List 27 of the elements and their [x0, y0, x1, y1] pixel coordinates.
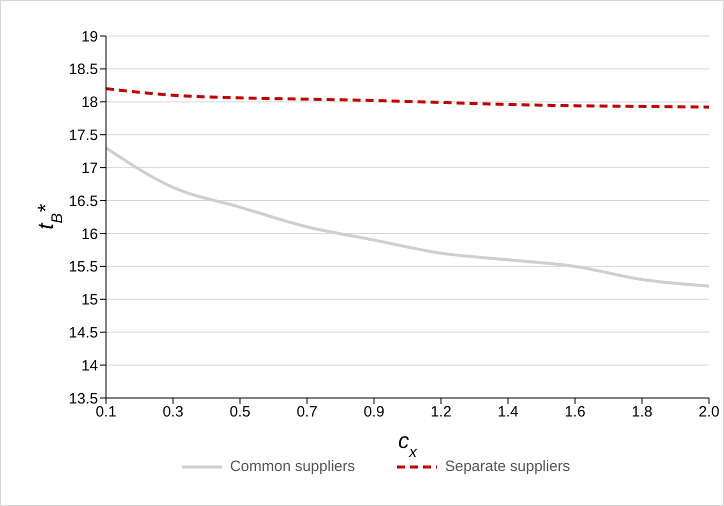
- y-tick-label: 14.5: [68, 324, 98, 342]
- y-tick-label: 16: [81, 226, 98, 243]
- x-tick-label: 1.6: [564, 404, 586, 421]
- x-tick-label: 0.9: [364, 404, 384, 421]
- y-tick-label: 17.5: [68, 127, 98, 144]
- x-tick-label: 0.7: [296, 404, 318, 421]
- y-tick-label: 18.5: [68, 61, 98, 78]
- x-tick-label: 1.8: [632, 404, 652, 421]
- x-tick-label: 1.2: [430, 404, 452, 421]
- y-tick-label: 18: [81, 94, 98, 112]
- line-series: [104, 87, 710, 109]
- x-axis-title: c$_{x}$: [398, 428, 418, 460]
- y-tick-label: 15.5: [68, 258, 98, 276]
- x-tick-label: 0.5: [230, 404, 250, 421]
- y-tick-label: 14: [81, 357, 98, 374]
- y-tick-label: 17: [81, 160, 98, 177]
- y-tick-label: 15: [81, 292, 98, 309]
- legend-label: Separate suppliers: [444, 458, 570, 475]
- legend-label: Common suppliers: [230, 458, 355, 475]
- y-tick-label: 16.5: [68, 192, 98, 210]
- x-tick-label: 0.1: [96, 404, 116, 421]
- x-tick-label: 0.3: [162, 404, 184, 421]
- x-tick-label: 1.4: [498, 404, 518, 421]
- y-tick-label: 13.5: [68, 390, 98, 408]
- y-tick-label: 19: [81, 28, 98, 46]
- line-series: [104, 146, 710, 288]
- x-tick-label: 2.0: [698, 404, 720, 421]
